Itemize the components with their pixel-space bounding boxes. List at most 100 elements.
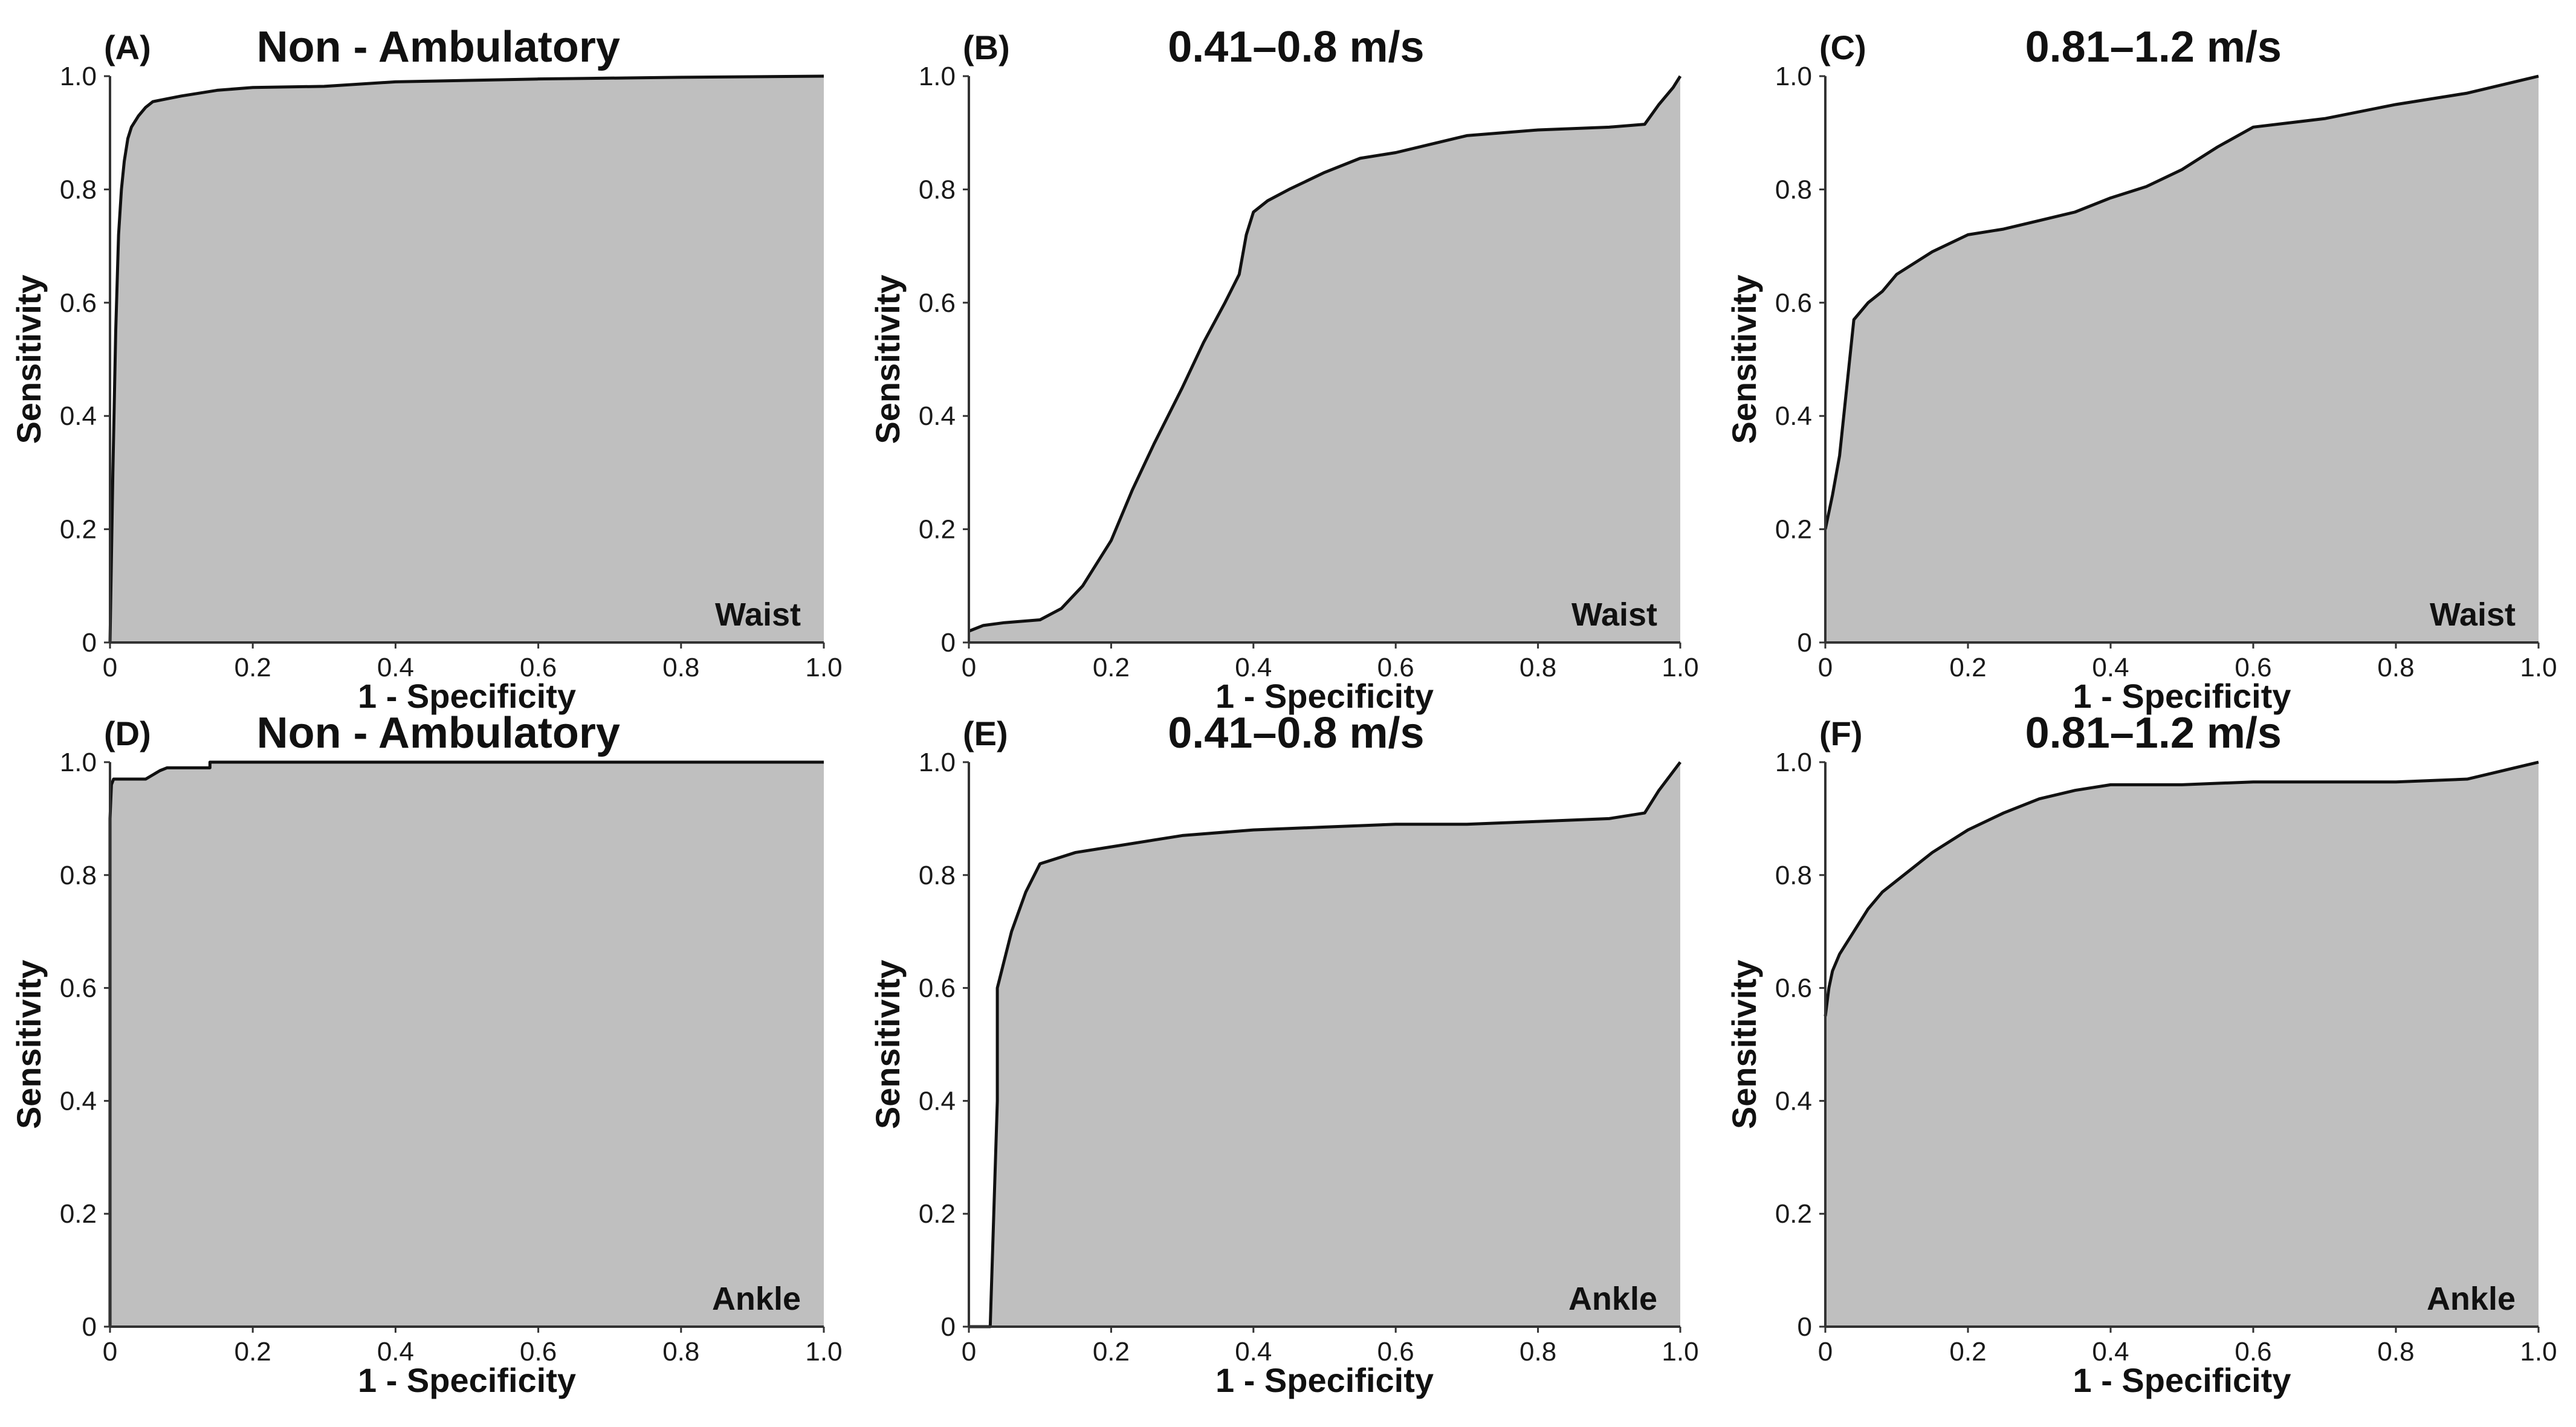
x-tick-label: 0.8 [2377, 1337, 2414, 1367]
y-tick-label: 0.6 [60, 288, 97, 318]
x-axis-title: 1 - Specificity [1215, 1361, 1434, 1399]
x-tick-label: 1.0 [1662, 653, 1698, 682]
y-tick-label: 1.0 [60, 62, 97, 91]
x-tick-label: 1.0 [2520, 1337, 2557, 1367]
y-tick-label: 0.4 [60, 1086, 97, 1116]
x-tick-label: 0.6 [520, 1337, 557, 1367]
y-tick-label: 0 [82, 628, 97, 658]
y-tick-label: 0.2 [1775, 1199, 1812, 1229]
x-axis-title: 1 - Specificity [358, 1361, 576, 1399]
panel-b: 0 0.2 0.4 0.6 0.8 1.0 0 0.2 0.4 0.6 0.8 1.0 1 - Spec… [869, 23, 1699, 715]
y-tick-label: 0 [941, 628, 956, 658]
x-tick-label: 0.2 [1949, 653, 1986, 682]
x-tick-label: 0.4 [377, 1337, 414, 1367]
y-tick-label: 0.4 [919, 1086, 956, 1116]
x-tick-label: 0 [962, 653, 976, 682]
roc-curve-line [1824, 760, 2539, 1017]
y-tick-label: 0.8 [1775, 861, 1812, 890]
location-label: Ankle [712, 1281, 801, 1317]
roc-area-fill [969, 76, 1680, 642]
x-axis-title: 1 - Specificity [2073, 677, 2291, 715]
panel-label: (B) [963, 28, 1010, 66]
roc-curve-line [1824, 74, 2539, 530]
x-tick-label: 0.4 [2092, 653, 2129, 682]
location-label: Waist [1571, 597, 1657, 633]
x-tick-label: 0.6 [1377, 653, 1414, 682]
x-tick-label: 1.0 [805, 1337, 842, 1367]
panel-label: (D) [104, 714, 151, 752]
y-tick-label: 0.2 [60, 1199, 97, 1229]
y-tick-label: 0.8 [60, 175, 97, 204]
roc-area-fill [969, 762, 1680, 1327]
x-tick-label: 0.6 [1377, 1337, 1414, 1367]
x-tick-label: 0.8 [662, 653, 699, 682]
panel-title: 0.41–0.8 m/s [1168, 23, 1424, 71]
roc-area-fill [1825, 76, 2539, 642]
x-tick-label: 0.4 [1235, 653, 1272, 682]
y-tick-label: 1.0 [919, 62, 956, 91]
roc-curve-line [108, 74, 824, 643]
roc-area-fill [110, 762, 824, 1327]
x-axis-title: 1 - Specificity [358, 677, 576, 715]
x-tick-label: 0.4 [2092, 1337, 2129, 1367]
panel-a: 0 0.2 0.4 0.6 0.8 1.0 0 0.2 0.4 0.6 0.8 1.0 1 - Spec… [10, 23, 843, 715]
x-tick-label: 0.2 [1949, 1337, 1986, 1367]
x-tick-label: 0 [103, 1337, 117, 1367]
y-tick-label: 0.2 [919, 1199, 956, 1229]
y-axis-title: Sensitivity [869, 960, 907, 1129]
roc-curve-line [969, 761, 1681, 1328]
y-tick-label: 0 [1798, 1312, 1812, 1342]
panel-title: 0.81–1.2 m/s [2025, 709, 2282, 757]
y-axis-title: Sensitivity [10, 274, 48, 444]
y-tick-label: 1.0 [1775, 62, 1812, 91]
panel-label: (E) [963, 714, 1008, 752]
y-axis-title: Sensitivity [1725, 274, 1763, 444]
x-tick-label: 0.6 [520, 653, 557, 682]
y-tick-label: 0 [941, 1312, 956, 1342]
panel-label: (F) [1819, 714, 1863, 752]
y-tick-label: 0.6 [919, 974, 956, 1003]
x-axis-title: 1 - Specificity [1215, 677, 1434, 715]
y-tick-label: 1.0 [919, 748, 956, 777]
x-tick-label: 0.2 [1093, 653, 1130, 682]
y-tick-label: 0.2 [1775, 515, 1812, 545]
x-tick-label: 0 [1818, 653, 1833, 682]
x-tick-label: 0.4 [377, 653, 414, 682]
x-tick-label: 0.6 [2235, 1337, 2271, 1367]
x-tick-label: 0.2 [235, 1337, 271, 1367]
location-label: Waist [715, 597, 801, 633]
y-tick-label: 1.0 [1775, 748, 1812, 777]
x-tick-label: 1.0 [805, 653, 842, 682]
y-tick-label: 0.4 [60, 401, 97, 431]
y-tick-label: 0.6 [919, 288, 956, 318]
panel-e: 0 0.2 0.4 0.6 0.8 1.0 0 0.2 0.4 0.6 0.8 1.0 1 - Spec… [869, 709, 1699, 1399]
location-label: Ankle [1568, 1281, 1657, 1317]
y-tick-label: 0.6 [1775, 288, 1812, 318]
x-tick-label: 1.0 [1662, 1337, 1698, 1367]
panel-d: 0 0.2 0.4 0.6 0.8 1.0 0 0.2 0.4 0.6 0.8 1.0 1 - Spec… [10, 709, 843, 1399]
x-tick-label: 0.6 [2235, 653, 2271, 682]
x-tick-label: 0.2 [1093, 1337, 1130, 1367]
y-tick-label: 0.2 [60, 515, 97, 545]
x-tick-label: 0.8 [1519, 653, 1556, 682]
y-tick-label: 0.6 [1775, 974, 1812, 1003]
y-tick-label: 0.2 [919, 515, 956, 545]
x-tick-label: 0 [103, 653, 117, 682]
y-tick-label: 0.4 [1775, 1086, 1812, 1116]
y-tick-label: 1.0 [60, 748, 97, 777]
location-label: Waist [2430, 597, 2516, 633]
y-axis-title: Sensitivity [10, 960, 48, 1129]
panel-label: (C) [1819, 28, 1866, 66]
x-tick-label: 0.2 [235, 653, 271, 682]
y-axis-title: Sensitivity [1725, 960, 1763, 1129]
x-tick-label: 1.0 [2520, 653, 2557, 682]
y-axis-title: Sensitivity [869, 274, 907, 444]
y-tick-label: 0 [1798, 628, 1812, 658]
panel-label: (A) [104, 28, 151, 66]
x-tick-label: 0.4 [1235, 1337, 1272, 1367]
y-tick-label: 0.8 [60, 861, 97, 890]
panel-title: 0.41–0.8 m/s [1168, 709, 1424, 757]
y-tick-label: 0.4 [1775, 401, 1812, 431]
y-tick-label: 0.4 [919, 401, 956, 431]
